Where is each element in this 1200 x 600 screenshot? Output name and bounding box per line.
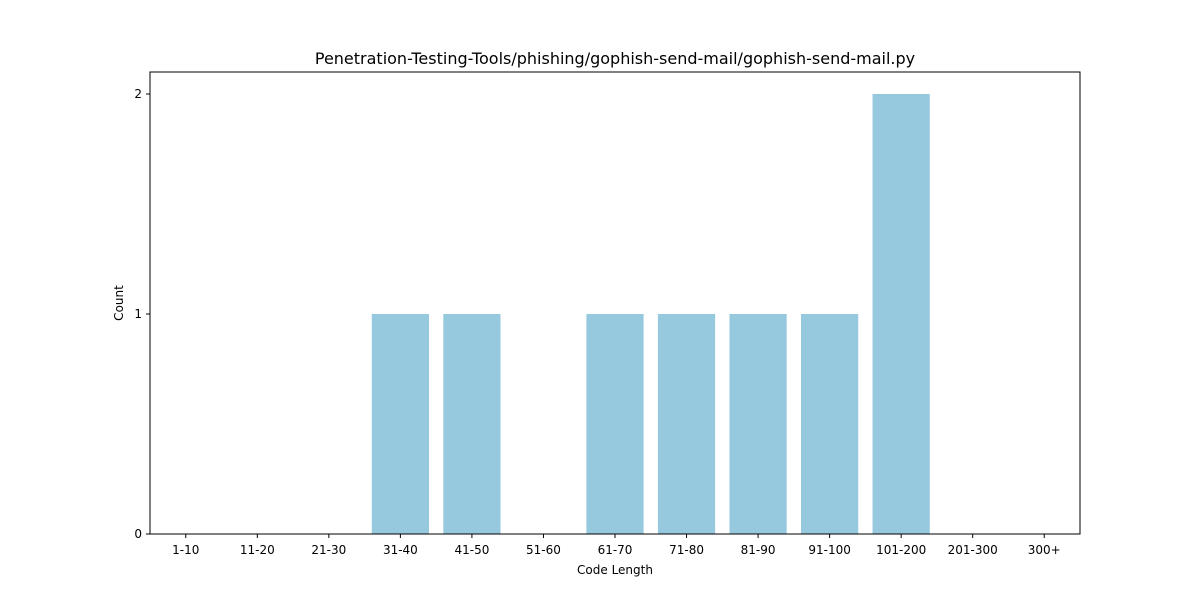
bar-91-100 <box>801 314 859 534</box>
x-axis-label: Code Length <box>577 563 653 577</box>
x-tick-label: 91-100 <box>808 543 851 557</box>
y-axis: 0 1 2 <box>134 87 150 541</box>
x-tick-label: 1-10 <box>172 543 199 557</box>
bar-31-40 <box>371 314 429 534</box>
x-tick-label: 71-80 <box>669 543 704 557</box>
x-tick-label: 51-60 <box>526 543 561 557</box>
x-tick-label: 11-20 <box>240 543 275 557</box>
bars-layer <box>371 94 930 534</box>
x-axis: 1-10 11-20 21-30 31-40 41-50 51-60 61-70 71-80 8… <box>172 534 1061 557</box>
x-tick-label: 300+ <box>1028 543 1061 557</box>
x-tick-label: 61-70 <box>598 543 633 557</box>
y-axis-label: Count <box>112 285 126 321</box>
x-tick-label: 201-300 <box>948 543 998 557</box>
x-tick-label: 21-30 <box>311 543 346 557</box>
bar-41-50 <box>443 314 501 534</box>
y-tick-label: 2 <box>134 87 142 101</box>
bar-71-80 <box>657 314 716 534</box>
chart-title: Penetration-Testing-Tools/phishing/gophi… <box>315 49 915 68</box>
x-tick-label: 31-40 <box>383 543 418 557</box>
bar-81-90 <box>729 314 787 534</box>
x-tick-label: 41-50 <box>454 543 489 557</box>
y-tick-label: 1 <box>134 307 142 321</box>
bar-101-200 <box>872 94 930 534</box>
bar-61-70 <box>586 314 644 534</box>
x-tick-label: 81-90 <box>741 543 776 557</box>
x-tick-label: 101-200 <box>876 543 926 557</box>
y-tick-label: 0 <box>134 527 142 541</box>
